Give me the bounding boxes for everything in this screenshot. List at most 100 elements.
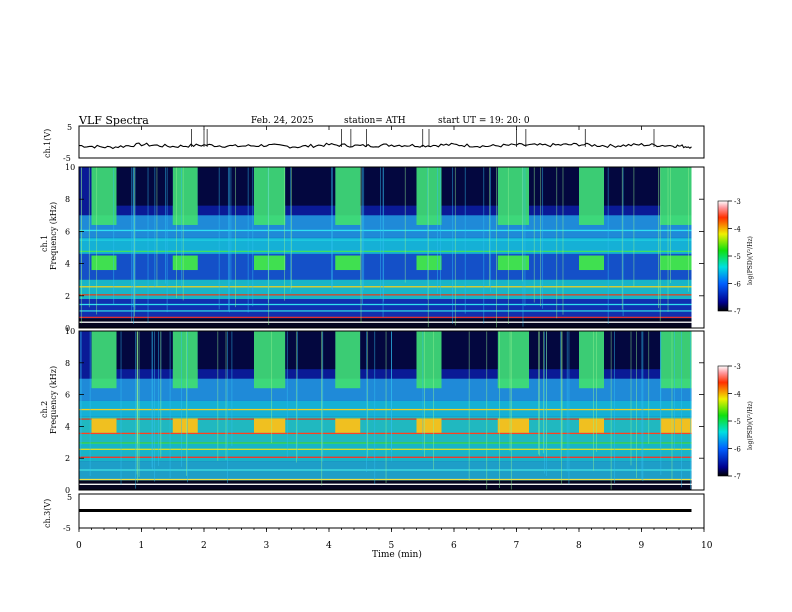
sferic-burst-upper [254, 331, 286, 389]
colorbar-tick-label: -7 [734, 473, 741, 481]
quiet-gap [604, 167, 661, 206]
sferic-burst-upper [497, 331, 529, 389]
colorbar-tick-label: -7 [734, 308, 741, 316]
quiet-gap [197, 167, 254, 206]
sferic-burst-upper [335, 331, 361, 389]
ytick-label: 0 [65, 324, 70, 333]
ch1-spectrogram-panel: 10 8 6 4 2 0 ch.1 Frequency (kHz) [40, 163, 705, 333]
quiet-gap [360, 331, 417, 370]
ch1-colorbar-ticks: -3 -4 -5 -6 -7 [728, 198, 741, 316]
ch3-ytick-top: 5 [67, 493, 72, 502]
sferic-burst-upper [497, 167, 529, 225]
ch1-trace [78, 142, 692, 150]
tone-line [79, 294, 704, 296]
band-1 [79, 461, 704, 481]
burst-4khz [91, 418, 117, 433]
ch1-colorbar: -3 -4 -5 -6 -7 log(PSD)(V²/Hz) [717, 198, 754, 316]
ch2-yticks: 10 8 6 4 2 0 [65, 327, 704, 495]
colorbar-tick-label: -3 [734, 363, 741, 371]
quiet-gap [529, 167, 579, 206]
colorbar-tick-label: -4 [734, 391, 741, 399]
ch1-yticks: 10 8 6 4 2 0 [65, 163, 704, 333]
tone-line [79, 303, 704, 306]
ytick-label: 8 [65, 359, 70, 368]
ch3-trace [79, 509, 692, 512]
ch1-ytick-top: 5 [67, 123, 72, 132]
ytick-label: 0 [65, 486, 70, 495]
xtick-label: 2 [201, 541, 207, 551]
ch2-colorbar-label: log(PSD)(V²/Hz) [747, 401, 754, 450]
ytick-label: 10 [65, 327, 75, 336]
ch2-channel-label: ch.2 [40, 401, 49, 418]
sferic-burst-upper [660, 331, 692, 389]
ch2-frequency-label: Frequency (kHz) [49, 366, 58, 434]
colorbar-tick-label: -5 [734, 418, 741, 426]
ch3-ylabel: ch.3(V) [43, 499, 52, 528]
burst-4khz [91, 255, 117, 271]
tone-line [79, 239, 704, 241]
quiet-gap [285, 331, 336, 370]
burst-4khz [416, 418, 442, 433]
quiet-gap [285, 167, 336, 206]
burst-4khz [579, 255, 604, 271]
ch2-spectrogram-image [79, 331, 704, 490]
ch1-channel-label: ch.1 [40, 235, 49, 252]
quiet-gap [529, 331, 579, 370]
sferic-burst-upper [254, 167, 286, 225]
ytick-label: 10 [65, 163, 75, 172]
tone-line [79, 310, 704, 312]
quiet-gap [360, 167, 417, 206]
tone-line [79, 229, 704, 232]
ch2-spectrogram-panel: 10 8 6 4 2 0 ch.2 Frequency (kHz) [40, 327, 705, 495]
station-label: station= ATH [344, 116, 406, 126]
ch1-panel-frame [78, 125, 705, 159]
ch2-colorbar-scale [717, 365, 729, 477]
ch3-waveform-panel: 5 -5 ch.3(V) [43, 493, 705, 533]
xtick-label: 5 [389, 541, 395, 551]
ytick-label: 6 [65, 391, 70, 400]
ch1-spectrogram-frame [78, 166, 705, 329]
ch3-ytick-bottom: -5 [63, 524, 71, 533]
colorbar-tick-label: -3 [734, 198, 741, 206]
ytick-label: 4 [65, 422, 70, 431]
burst-4khz [579, 418, 604, 433]
xtick-label: 4 [326, 541, 332, 551]
quiet-gap [441, 331, 498, 370]
burst-4khz [497, 418, 529, 433]
sferic-burst-upper [335, 167, 361, 225]
ch1-waveform-panel: 5 -5 ch.1(V) [43, 123, 705, 163]
xtick-label: 6 [451, 541, 457, 551]
ytick-label: 2 [65, 292, 70, 301]
tone-line [79, 483, 704, 485]
xtick-label: 7 [514, 541, 520, 551]
no-data-region [691, 167, 704, 328]
burst-4khz [416, 255, 442, 271]
colorbar-tick-label: -4 [734, 226, 741, 234]
ch1-colorbar-label: log(PSD)(V²/Hz) [747, 236, 754, 285]
band-0 [79, 318, 704, 328]
tone-line [79, 478, 704, 481]
xtick-label: 3 [264, 541, 270, 551]
sferic-burst-upper [579, 167, 604, 225]
colorbar-tick-label: -6 [734, 281, 741, 289]
ch1-spikes [191, 129, 655, 147]
burst-4khz [172, 418, 198, 433]
ch2-colorbar: -3 -4 -5 -6 -7 log(PSD)(V²/Hz) [717, 363, 754, 481]
burst-4khz [335, 418, 361, 433]
xtick-label: 10 [701, 541, 713, 551]
burst-4khz [660, 418, 692, 433]
xtick-label: 9 [639, 541, 645, 551]
sferic-burst-upper [91, 331, 117, 389]
ch1-ylabel: ch.1(V) [43, 129, 52, 158]
sferic-burst-upper [172, 331, 198, 389]
ch1-frequency-label: Frequency (kHz) [49, 202, 58, 270]
ch1-spectrogram-image [78, 167, 704, 328]
tone-line [79, 250, 704, 253]
burst-4khz [497, 255, 529, 271]
xtick-label: 0 [76, 541, 82, 551]
no-data-region [691, 331, 704, 490]
sferic-burst-upper [579, 331, 604, 389]
start-time-label: start UT = 19: 20: 0 [438, 116, 530, 126]
figure-title: VLF Spectra [78, 114, 149, 127]
